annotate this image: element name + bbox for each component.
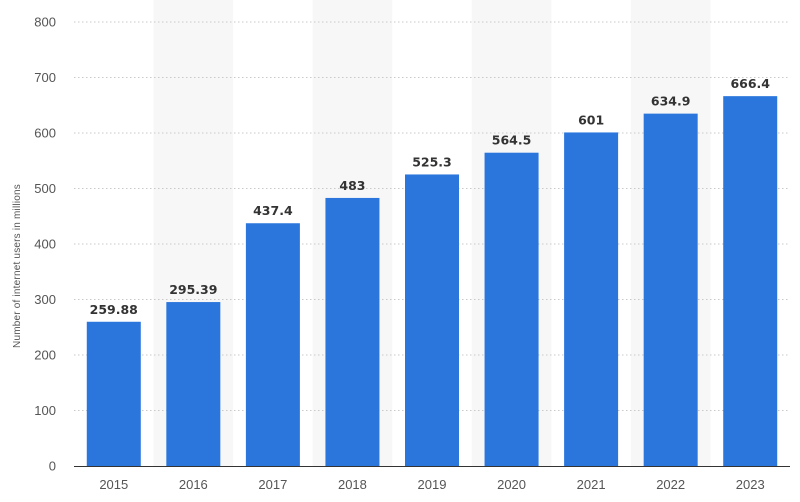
data-label: 666.4 [730,76,770,91]
bar [643,113,698,467]
x-tick-label: 2018 [338,477,367,492]
data-label: 564.5 [492,133,532,148]
x-tick-label: 2015 [99,477,128,492]
y-tick-label: 0 [49,459,56,474]
y-tick-label: 700 [34,70,56,85]
bar [86,321,141,466]
x-tick-labels: 2015 2016 2017 2018 2019 2020 2021 2022 2023 [99,477,764,492]
bars [86,96,778,467]
y-tick-label: 600 [34,126,56,141]
bar [484,152,539,466]
x-tick-label: 2022 [656,477,685,492]
data-label: 259.88 [90,302,138,317]
y-tick-label: 100 [34,403,56,418]
x-tick-label: 2019 [418,477,447,492]
x-tick-label: 2020 [497,477,526,492]
data-labels: 259.88 295.39 437.4 483 525.3 564.5 601 634.9 66… [90,76,771,317]
y-tick-label: 500 [34,181,56,196]
y-tick-label: 400 [34,237,56,252]
data-label: 295.39 [169,282,217,297]
x-tick-label: 2021 [577,477,606,492]
data-label: 437.4 [253,203,293,218]
data-label: 601 [578,112,604,127]
data-label: 525.3 [412,154,452,169]
data-label: 483 [339,178,365,193]
x-tick-label: 2023 [736,477,765,492]
bar [564,132,619,466]
bar [245,223,300,466]
y-axis-title: Number of internet users in millions [12,184,23,348]
y-tick-labels: 0 100 200 300 400 500 600 700 800 [34,15,56,474]
bar [405,174,459,466]
bar [166,302,221,466]
data-label: 634.9 [651,94,691,109]
x-tick-label: 2017 [258,477,287,492]
y-tick-label: 200 [34,348,56,363]
y-tick-label: 300 [34,292,56,307]
bar [723,96,778,466]
y-tick-label: 800 [34,15,56,30]
x-tick-label: 2016 [179,477,208,492]
bar [325,197,380,466]
